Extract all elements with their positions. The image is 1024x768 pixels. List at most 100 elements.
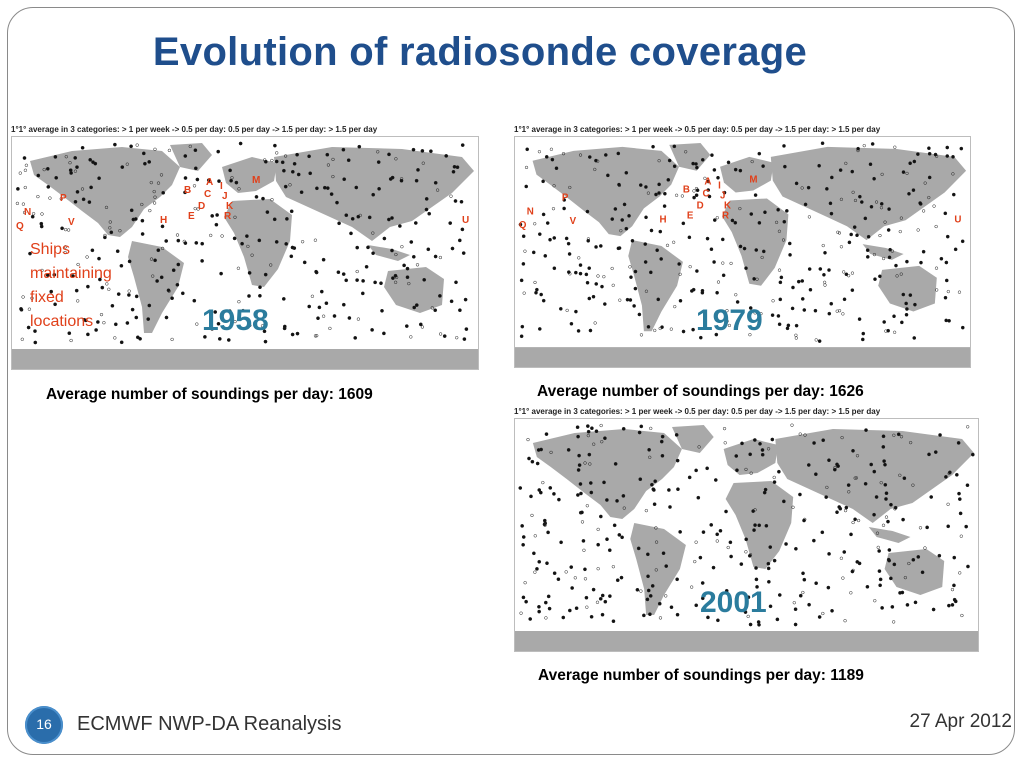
station-dot [918, 201, 922, 205]
station-dot [652, 488, 656, 492]
station-dot [566, 270, 571, 274]
station-dot [847, 490, 851, 494]
station-dot [593, 167, 597, 172]
ship-marker: V [570, 216, 577, 227]
station-dot [272, 217, 277, 222]
station-dot [855, 233, 859, 238]
station-dot [960, 325, 965, 330]
station-dot [40, 268, 44, 273]
station-dot [648, 612, 652, 617]
ship-marker: K [226, 201, 234, 212]
station-dot [566, 241, 571, 246]
station-dot [176, 262, 181, 267]
station-dot [27, 307, 32, 311]
station-dot [688, 265, 692, 269]
station-dot [564, 236, 569, 241]
station-dot [960, 239, 965, 244]
station-dot [703, 176, 707, 180]
station-dot [595, 600, 600, 604]
land-mass [721, 198, 789, 286]
station-dot [596, 274, 600, 278]
station-dot [310, 294, 315, 298]
station-dot [652, 502, 657, 507]
station-dot [954, 472, 959, 477]
station-dot [321, 257, 326, 262]
station-dot [806, 185, 811, 190]
station-dot [645, 597, 650, 602]
station-dot [289, 254, 294, 259]
station-dot [680, 194, 684, 198]
station-dot [537, 327, 542, 331]
ship-marker-label: P [562, 192, 569, 203]
station-dot [347, 316, 352, 320]
station-dot [20, 337, 24, 341]
station-dot [830, 608, 834, 613]
station-dot [200, 259, 204, 263]
station-dot [812, 441, 816, 445]
station-dot [835, 309, 839, 313]
station-dot [715, 539, 719, 543]
station-dot [586, 433, 590, 438]
station-dot [281, 297, 286, 301]
ships-annotation: Ships maintaining fixed locations [30, 238, 112, 334]
station-dot [842, 270, 846, 274]
station-dot [847, 240, 852, 245]
station-dot [261, 196, 265, 201]
station-dot [744, 537, 749, 542]
station-dot [881, 256, 886, 261]
station-dot [754, 248, 759, 252]
station-dot [639, 333, 644, 337]
station-dot [724, 319, 729, 324]
station-dot [87, 200, 92, 204]
station-dot [584, 272, 589, 277]
station-dot [825, 485, 829, 490]
station-dot [887, 548, 892, 552]
station-dot [28, 251, 32, 256]
station-dot [240, 241, 244, 246]
station-dot [215, 213, 219, 217]
ship-marker: U [462, 215, 469, 226]
station-dot [866, 234, 871, 239]
station-dot [619, 229, 623, 233]
station-dot [901, 292, 906, 297]
station-dot [856, 518, 861, 523]
station-dot [706, 615, 710, 620]
station-dot [119, 263, 124, 268]
year-label-2001: 2001 [700, 586, 767, 619]
station-dot [367, 215, 372, 220]
station-dot [839, 245, 844, 249]
station-dot [953, 599, 958, 604]
station-dot [735, 300, 740, 304]
station-dot [827, 268, 831, 272]
station-dot [966, 425, 970, 429]
station-dot [933, 152, 938, 157]
station-dot [364, 264, 369, 269]
station-dot [110, 303, 115, 308]
station-dot [706, 188, 711, 192]
station-dot [382, 236, 387, 241]
station-dot [532, 551, 536, 556]
station-dot [883, 462, 887, 467]
station-dot [210, 327, 214, 331]
station-dot [783, 164, 787, 169]
station-dot [591, 587, 596, 592]
station-dot [943, 295, 948, 300]
station-dot [778, 297, 783, 302]
station-dot [957, 290, 962, 294]
station-dot [390, 216, 394, 220]
station-dot [851, 448, 855, 453]
ship-marker-label: M [252, 175, 260, 186]
station-dot [147, 303, 152, 308]
station-dot [182, 239, 186, 244]
station-dot [254, 195, 259, 199]
station-dot [695, 269, 699, 273]
station-dot [738, 168, 743, 173]
station-dot [551, 207, 556, 211]
station-dot [387, 217, 391, 222]
world-map-2001 [514, 418, 979, 652]
station-dot [603, 153, 608, 157]
station-dot [541, 179, 545, 184]
station-dot [872, 512, 876, 517]
station-dot [639, 424, 644, 429]
station-dot [721, 273, 726, 278]
